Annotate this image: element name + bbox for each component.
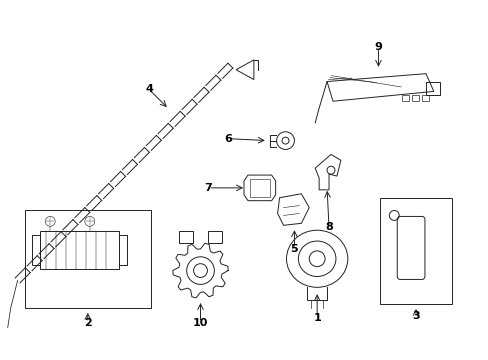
Bar bbox=[179, 231, 192, 243]
Bar bbox=[208, 231, 222, 243]
Text: 8: 8 bbox=[325, 222, 332, 232]
Text: 1: 1 bbox=[313, 313, 321, 323]
Bar bbox=[401, 95, 408, 101]
Bar bbox=[249, 179, 269, 197]
Text: 7: 7 bbox=[204, 183, 212, 193]
Text: 4: 4 bbox=[145, 84, 153, 94]
Bar bbox=[119, 235, 127, 265]
Text: 2: 2 bbox=[84, 318, 91, 328]
Bar bbox=[421, 95, 428, 101]
Bar bbox=[411, 95, 418, 101]
Text: 5: 5 bbox=[290, 244, 298, 254]
Text: 10: 10 bbox=[192, 318, 208, 328]
Bar bbox=[425, 82, 439, 95]
Text: 9: 9 bbox=[374, 42, 382, 52]
Bar bbox=[41, 231, 119, 269]
Bar bbox=[24, 210, 151, 308]
Bar bbox=[32, 235, 41, 265]
Text: 6: 6 bbox=[224, 134, 232, 144]
Bar bbox=[380, 198, 451, 304]
Text: 3: 3 bbox=[411, 311, 419, 321]
